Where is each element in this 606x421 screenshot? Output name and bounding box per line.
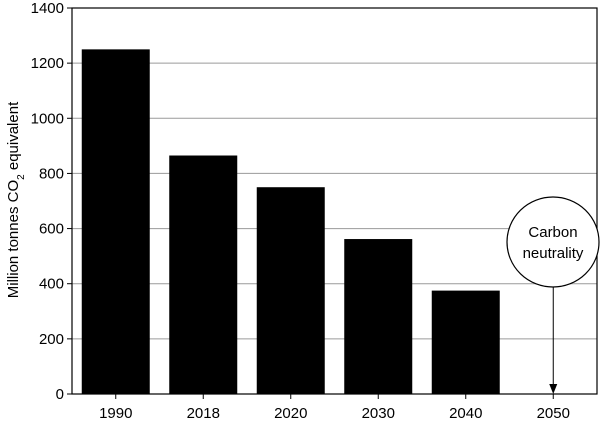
x-axis-ticks: 1990 2018 2020 2030 2040 2050	[99, 394, 570, 421]
y-tick-label: 600	[39, 221, 64, 238]
bar-1990	[81, 49, 150, 394]
bar-2018	[169, 155, 238, 394]
bars	[81, 49, 500, 394]
bar-2040	[431, 290, 500, 394]
y-tick-label: 1000	[31, 110, 64, 127]
plot-frame	[71, 7, 598, 395]
x-tick-label-2020: 2020	[274, 405, 307, 421]
gridlines	[72, 7, 597, 340]
x-tick-label-2018: 2018	[187, 405, 220, 421]
y-tick-label: 0	[56, 386, 64, 403]
callout-ellipse	[506, 196, 600, 288]
y-tick-label: 800	[39, 165, 64, 182]
callout-line-2: neutrality	[523, 245, 584, 262]
carbon-neutrality-callout: Carbon neutrality	[506, 196, 600, 394]
x-tick-label-2030: 2030	[362, 405, 395, 421]
callout-arrow-head	[549, 384, 558, 394]
x-tick-label-2040: 2040	[449, 405, 482, 421]
y-tick-label: 200	[39, 331, 64, 348]
axes	[71, 7, 598, 395]
y-axis-ticks: 0 200 400 600 800 1000 1200 1400	[31, 0, 72, 403]
y-axis-title-subscript: 2	[16, 174, 27, 180]
y-axis-title: Million tonnes CO2 equivalent	[5, 101, 27, 298]
y-axis-title-tail: equivalent	[5, 101, 22, 174]
x-tick-label-2050: 2050	[537, 405, 570, 421]
callout-line-1: Carbon	[528, 224, 577, 241]
x-tick-label-1990: 1990	[99, 405, 132, 421]
bar-2030	[344, 239, 413, 394]
y-tick-label: 1200	[31, 55, 64, 72]
y-axis-title-main: Million tonnes CO	[5, 180, 22, 298]
y-tick-label: 400	[39, 276, 64, 293]
bar-2020	[256, 187, 325, 394]
y-tick-label: 1400	[31, 0, 64, 17]
